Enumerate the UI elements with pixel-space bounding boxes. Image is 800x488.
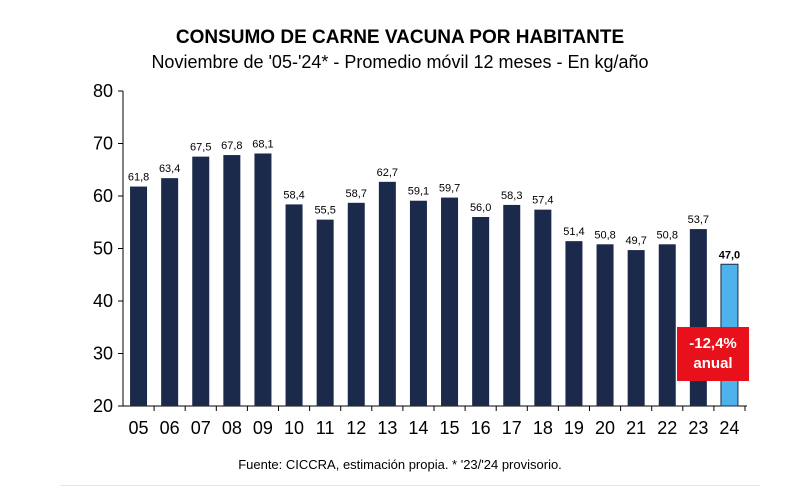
value-label-08: 67,8 — [221, 140, 242, 152]
x-tick-label-24: 24 — [719, 418, 739, 438]
value-label-22: 50,8 — [657, 229, 678, 241]
chart-title: CONSUMO DE CARNE VACUNA POR HABITANTE — [175, 27, 625, 48]
x-tick-label-11: 11 — [316, 418, 335, 438]
annual-change-badge: -12,4% anual — [677, 327, 749, 381]
chart-subtitle: Noviembre de '05-'24* - Promedio móvil 1… — [151, 52, 649, 72]
value-label-05: 61,8 — [128, 172, 149, 184]
bar-19 — [565, 241, 583, 406]
value-label-16: 56,0 — [470, 202, 491, 214]
bar-15 — [441, 197, 459, 406]
value-label-18: 57,4 — [532, 195, 553, 207]
x-tick-label-13: 13 — [377, 418, 397, 438]
x-tick-label-09: 09 — [253, 418, 273, 438]
bar-09 — [254, 153, 272, 406]
x-tick-label-23: 23 — [688, 418, 708, 438]
bar-07 — [192, 156, 210, 406]
x-tick-label-07: 07 — [191, 418, 211, 438]
y-tick-label: 30 — [93, 344, 113, 364]
value-label-13: 62,7 — [377, 167, 398, 179]
value-label-24: 47,0 — [719, 249, 740, 261]
x-tick-label-15: 15 — [440, 418, 460, 438]
bar-06 — [161, 178, 179, 406]
y-tick-label: 80 — [93, 81, 113, 101]
annual-change-label: anual — [693, 355, 733, 372]
y-tick-label: 60 — [93, 186, 113, 206]
y-tick-label: 70 — [93, 134, 113, 154]
x-tick-label-12: 12 — [346, 418, 366, 438]
value-label-11: 55,5 — [314, 205, 335, 217]
x-tick-label-22: 22 — [657, 418, 677, 438]
x-tick-label-21: 21 — [626, 418, 646, 438]
x-tick-label-14: 14 — [408, 418, 428, 438]
value-label-23: 53,7 — [688, 214, 709, 226]
bar-08 — [223, 155, 241, 406]
value-label-20: 50,8 — [594, 229, 615, 241]
value-label-10: 58,4 — [283, 189, 304, 201]
source-note: Fuente: CICCRA, estimación propia. * '23… — [238, 457, 562, 472]
value-label-14: 59,1 — [408, 186, 429, 198]
x-tick-label-20: 20 — [595, 418, 615, 438]
bar-13 — [378, 181, 396, 406]
bar-17 — [503, 204, 521, 406]
value-label-06: 63,4 — [159, 163, 180, 175]
value-label-15: 59,7 — [439, 183, 460, 195]
x-tick-label-10: 10 — [284, 418, 304, 438]
x-tick-label-16: 16 — [471, 418, 491, 438]
chart-bars — [130, 153, 739, 407]
x-tick-label-06: 06 — [160, 418, 180, 438]
value-label-17: 58,3 — [501, 190, 522, 202]
value-label-21: 49,7 — [625, 235, 646, 247]
bar-10 — [285, 204, 303, 406]
bar-16 — [472, 217, 490, 406]
bottom-divider — [60, 485, 760, 486]
value-label-07: 67,5 — [190, 142, 211, 154]
x-tick-label-05: 05 — [129, 418, 149, 438]
value-label-19: 51,4 — [563, 226, 584, 238]
bar-14 — [409, 200, 427, 406]
chart-labels: 61,8 05 63,4 06 67,5 07 67,8 08 68,1 09 58,4 10 55,5… — [128, 138, 740, 438]
x-tick-label-19: 19 — [564, 418, 584, 438]
bar-12 — [347, 202, 365, 406]
x-tick-label-18: 18 — [533, 418, 553, 438]
bar-20 — [596, 244, 614, 406]
annual-change-value: -12,4% — [689, 335, 737, 352]
y-tick-label: 40 — [93, 291, 113, 311]
bar-18 — [534, 209, 552, 406]
bar-21 — [627, 250, 645, 406]
value-label-09: 68,1 — [252, 138, 273, 150]
x-tick-label-17: 17 — [502, 418, 522, 438]
bar-22 — [658, 244, 676, 406]
y-tick-label: 20 — [93, 396, 113, 416]
y-tick-label: 50 — [93, 239, 113, 259]
bar-05 — [130, 186, 148, 406]
x-tick-label-08: 08 — [222, 418, 242, 438]
bar-11 — [316, 219, 334, 406]
value-label-12: 58,7 — [346, 188, 367, 200]
